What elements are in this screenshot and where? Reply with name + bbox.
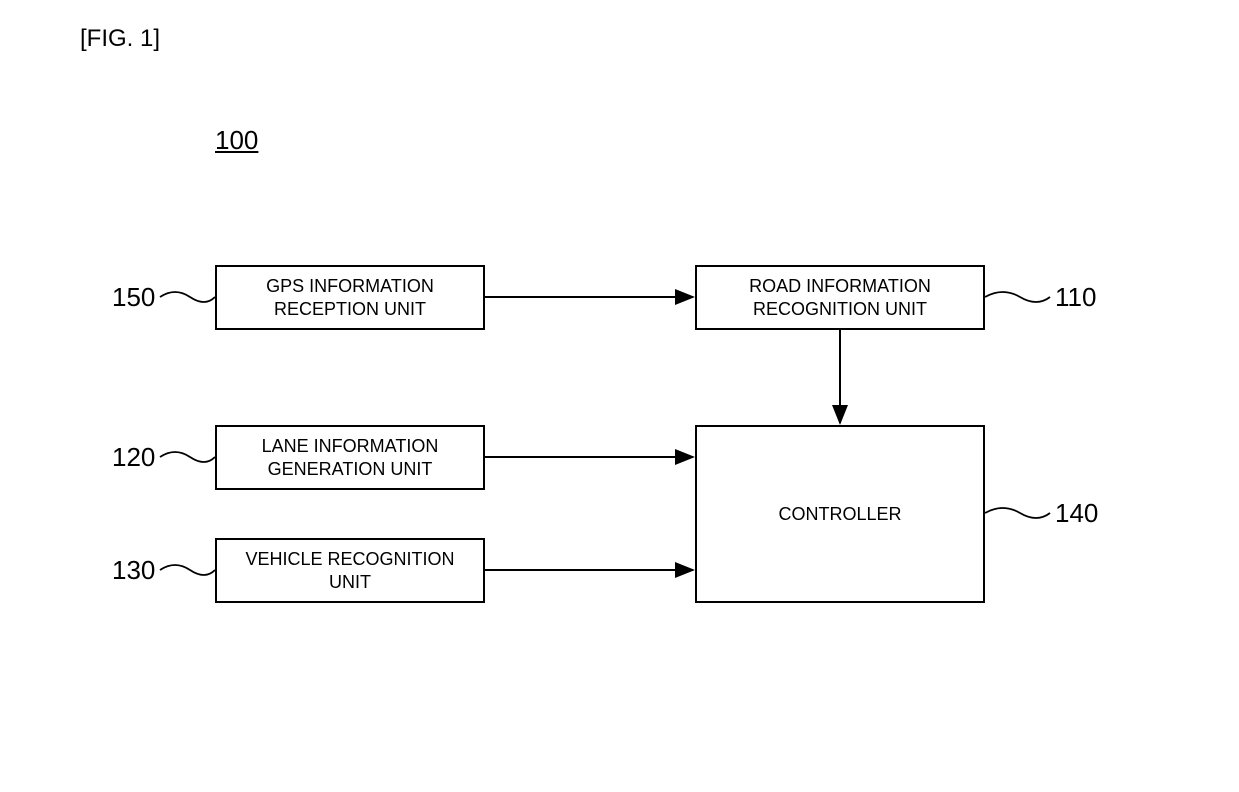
ref-road: 110 (1055, 282, 1096, 313)
box-road-label: ROAD INFORMATION RECOGNITION UNIT (749, 275, 931, 320)
squiggle-150 (160, 292, 215, 302)
squiggle-130 (160, 565, 215, 575)
ref-controller: 140 (1055, 498, 1098, 529)
box-vehicle: VEHICLE RECOGNITION UNIT (215, 538, 485, 603)
box-lane-label: LANE INFORMATION GENERATION UNIT (262, 435, 439, 480)
squiggle-140 (985, 508, 1050, 518)
ref-vehicle: 130 (112, 555, 155, 586)
squiggle-110 (985, 292, 1050, 302)
figure-caption: [FIG. 1] (80, 25, 160, 53)
box-lane: LANE INFORMATION GENERATION UNIT (215, 425, 485, 490)
box-controller: CONTROLLER (695, 425, 985, 603)
squiggle-120 (160, 452, 215, 462)
arrows-svg (0, 0, 1239, 792)
box-gps: GPS INFORMATION RECEPTION UNIT (215, 265, 485, 330)
ref-gps: 150 (112, 282, 155, 313)
box-controller-label: CONTROLLER (778, 503, 901, 526)
box-gps-label: GPS INFORMATION RECEPTION UNIT (266, 275, 434, 320)
ref-lane: 120 (112, 442, 155, 473)
box-vehicle-label: VEHICLE RECOGNITION UNIT (245, 548, 454, 593)
box-road: ROAD INFORMATION RECOGNITION UNIT (695, 265, 985, 330)
system-id-label: 100 (215, 125, 258, 156)
